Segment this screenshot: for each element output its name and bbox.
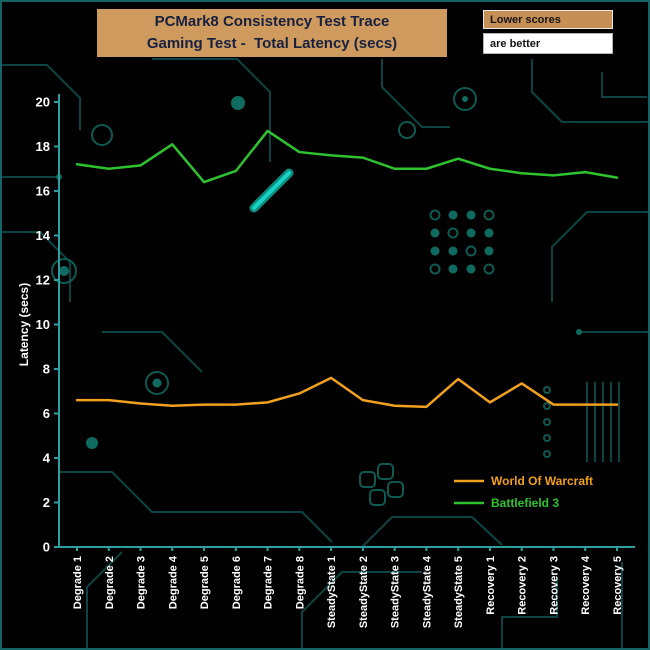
chart-title-line1: PCMark8 Consistency Test Trace <box>154 13 390 31</box>
x-tick-label: SteadyState 2 <box>358 556 370 628</box>
x-tick-label: Degrade 2 <box>104 556 116 609</box>
x-tick-label: Recovery 2 <box>517 556 529 615</box>
y-tick-label: 20 <box>36 95 50 110</box>
y-tick-label: 10 <box>36 317 50 332</box>
note-line2: are better <box>490 37 541 50</box>
x-tick-label: Recovery 5 <box>612 556 624 615</box>
note-line1: Lower scores <box>490 13 561 26</box>
x-tick-label: Degrade 4 <box>167 555 179 609</box>
x-tick-label: SteadyState 5 <box>453 556 465 628</box>
series-line-world-of-warcraft <box>75 376 619 409</box>
chart-title-line2: Gaming Test - Total Latency (secs) <box>146 35 398 52</box>
y-tick-label: 16 <box>36 184 50 199</box>
series-line-battlefield-3 <box>75 129 619 184</box>
x-tick-label: Recovery 3 <box>548 556 560 615</box>
x-tick-label: Recovery 4 <box>580 555 592 615</box>
y-axis-title: Latency (secs) <box>17 283 31 366</box>
note-lower-scores: Lower scores <box>483 10 613 29</box>
y-tick-label: 6 <box>43 406 50 421</box>
x-tick-label: Degrade 3 <box>136 556 148 609</box>
x-tick-label: SteadyState 4 <box>421 555 433 628</box>
x-tick-label: SteadyState 1 <box>326 556 338 628</box>
y-tick-label: 18 <box>36 139 50 154</box>
y-tick-label: 2 <box>43 495 50 510</box>
x-tick-label: Degrade 8 <box>294 556 306 609</box>
y-tick-label: 8 <box>43 362 50 377</box>
y-tick-label: 0 <box>43 540 50 555</box>
chart-title-box: PCMark8 Consistency Test Trace Gaming Te… <box>97 9 447 57</box>
legend-label: Battlefield 3 <box>491 496 559 510</box>
y-tick-label: 14 <box>36 228 51 243</box>
x-tick-label: SteadyState 3 <box>390 556 402 628</box>
legend-label: World Of Warcraft <box>491 474 593 488</box>
x-tick-label: Degrade 7 <box>263 556 275 609</box>
x-tick-label: Recovery 1 <box>485 556 497 615</box>
x-tick-label: Degrade 1 <box>72 556 84 609</box>
note-are-better: are better <box>483 33 613 54</box>
x-tick-label: Degrade 6 <box>231 556 243 609</box>
y-tick-label: 4 <box>43 451 51 466</box>
x-tick-label: Degrade 5 <box>199 556 211 609</box>
y-tick-label: 12 <box>36 273 50 288</box>
